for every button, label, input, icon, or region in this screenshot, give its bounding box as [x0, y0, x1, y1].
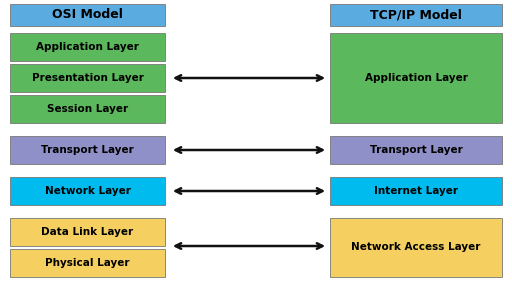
FancyBboxPatch shape	[330, 177, 502, 205]
Text: Transport Layer: Transport Layer	[41, 145, 134, 155]
FancyBboxPatch shape	[10, 136, 165, 164]
Text: Application Layer: Application Layer	[36, 42, 139, 52]
Text: Data Link Layer: Data Link Layer	[41, 227, 134, 237]
Text: Application Layer: Application Layer	[365, 73, 467, 83]
FancyBboxPatch shape	[10, 249, 165, 277]
Text: Physical Layer: Physical Layer	[45, 258, 130, 268]
Text: TCP/IP Model: TCP/IP Model	[370, 8, 462, 21]
Text: Network Access Layer: Network Access Layer	[351, 243, 481, 252]
FancyBboxPatch shape	[10, 95, 165, 123]
Text: Transport Layer: Transport Layer	[370, 145, 462, 155]
FancyBboxPatch shape	[330, 218, 502, 277]
FancyBboxPatch shape	[10, 177, 165, 205]
Text: OSI Model: OSI Model	[52, 8, 123, 21]
FancyBboxPatch shape	[10, 218, 165, 246]
Text: Internet Layer: Internet Layer	[374, 186, 458, 196]
Text: Session Layer: Session Layer	[47, 104, 128, 114]
FancyBboxPatch shape	[330, 4, 502, 26]
Text: Network Layer: Network Layer	[45, 186, 131, 196]
FancyBboxPatch shape	[10, 33, 165, 61]
FancyBboxPatch shape	[330, 33, 502, 123]
FancyBboxPatch shape	[10, 4, 165, 26]
Text: Presentation Layer: Presentation Layer	[32, 73, 143, 83]
FancyBboxPatch shape	[330, 136, 502, 164]
FancyBboxPatch shape	[10, 64, 165, 92]
